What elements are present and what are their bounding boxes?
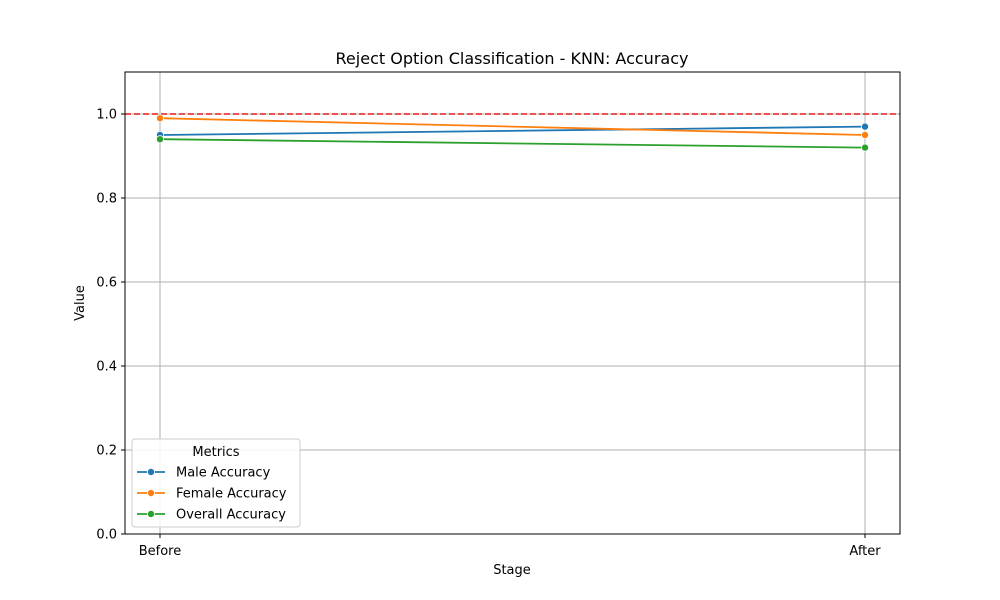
legend-marker — [146, 488, 155, 497]
chart-title: Reject Option Classification - KNN: Accu… — [336, 49, 689, 68]
y-axis-ticks: 0.0 0.2 0.4 0.6 0.8 1.0 — [96, 108, 125, 543]
y-tick-label: 0.4 — [96, 360, 117, 375]
legend-title: Metrics — [192, 445, 239, 460]
x-tick-label: After — [849, 544, 881, 559]
legend-marker — [146, 467, 155, 476]
series-line — [159, 138, 866, 149]
data-point — [155, 114, 164, 123]
legend: Metrics Male Accuracy Female Accuracy Over… — [131, 438, 301, 528]
x-axis-ticks: Before After — [139, 534, 881, 559]
y-axis-label: Value — [73, 285, 88, 321]
legend-marker — [146, 509, 155, 518]
data-point — [861, 143, 870, 152]
legend-label: Female Accuracy — [176, 487, 287, 502]
data-point — [861, 122, 870, 131]
plot-frame — [124, 71, 901, 535]
y-tick-label: 0.6 — [96, 276, 117, 291]
legend-label: Male Accuracy — [176, 466, 271, 481]
legend-items: Male Accuracy Female Accuracy Overall Accu… — [137, 466, 287, 523]
legend-label: Overall Accuracy — [176, 508, 286, 523]
x-tick-label: Before — [139, 544, 182, 559]
y-tick-label: 0.2 — [96, 444, 117, 459]
y-tick-label: 0.0 — [96, 528, 117, 543]
y-tick-label: 1.0 — [96, 108, 117, 123]
series-line — [159, 125, 866, 136]
legend-box — [131, 438, 301, 528]
x-axis-label: Stage — [493, 563, 531, 578]
y-tick-label: 0.8 — [96, 192, 117, 207]
series-line — [159, 117, 866, 136]
series-group — [155, 114, 870, 152]
data-point — [155, 135, 164, 144]
data-point — [861, 130, 870, 139]
